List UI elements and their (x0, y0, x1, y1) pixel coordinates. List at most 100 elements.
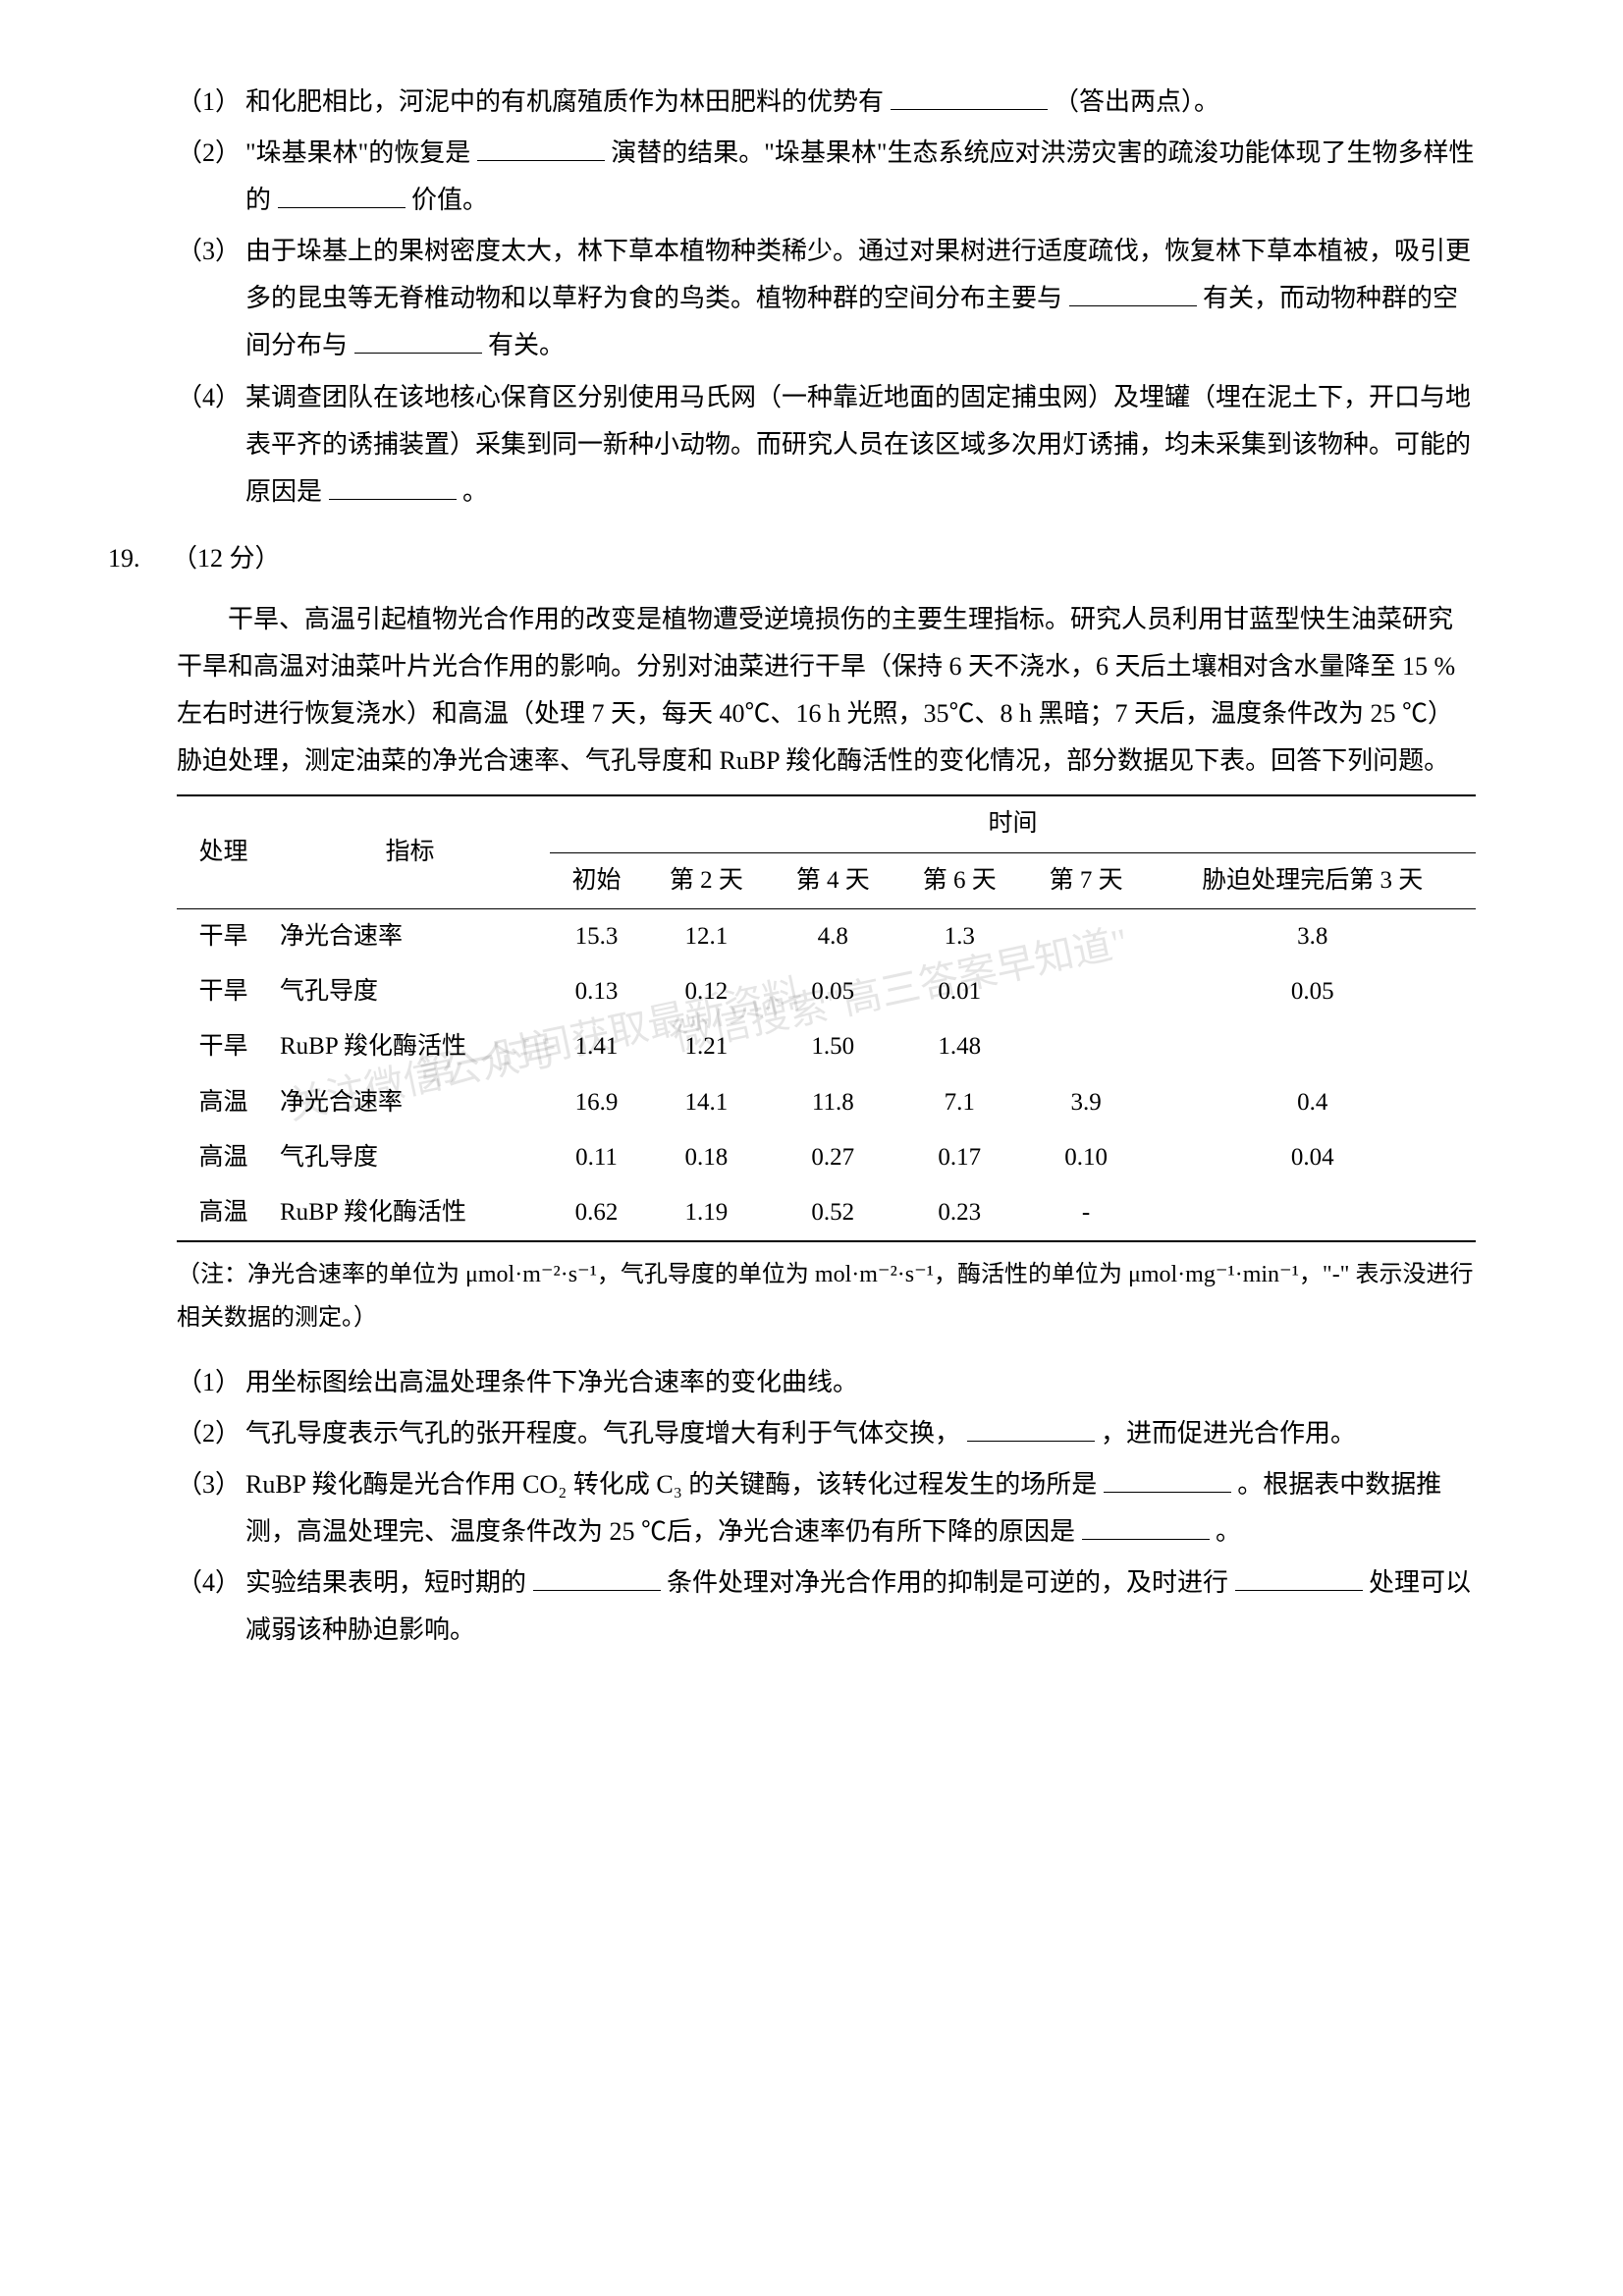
cell-value: 15.3 (550, 908, 643, 964)
cell-value: 0.17 (896, 1130, 1023, 1185)
q18-item-3: （3） 由于垛基上的果树密度太大，林下草本植物种类稀少。通过对果树进行适度疏伐，… (177, 228, 1476, 369)
th-day: 初始 (550, 852, 643, 908)
cell-value: 4.8 (770, 908, 896, 964)
cell-value: 3.8 (1150, 908, 1476, 964)
text: "垛基果林"的恢复是 (245, 138, 470, 167)
question-number: 19. (108, 535, 172, 582)
blank (1082, 1514, 1210, 1540)
cell-index: RuBP 羧化酶活性 (270, 1185, 550, 1241)
cell-value: 11.8 (770, 1075, 896, 1130)
item-body: "垛基果林"的恢复是 演替的结果。"垛基果林"生态系统应对洪涝灾害的疏浚功能体现… (245, 130, 1476, 224)
blank (278, 183, 406, 208)
cell-value: 1.50 (770, 1019, 896, 1074)
table-row: 干旱RuBP 羧化酶活性1.411.211.501.48 (177, 1019, 1476, 1074)
item-number: （3） (177, 228, 245, 369)
blank (354, 328, 482, 354)
cell-value: 16.9 (550, 1075, 643, 1130)
text: RuBP 羧化酶是光合作用 CO₂ 转化成 C₃ 的关键酶，该转化过程发生的场所… (245, 1470, 1097, 1499)
th-day: 胁迫处理完后第 3 天 (1150, 852, 1476, 908)
cell-value (1023, 964, 1150, 1019)
cell-value: 1.19 (643, 1185, 770, 1241)
cell-value: 3.9 (1023, 1075, 1150, 1130)
table-row: 高温气孔导度0.110.180.270.170.100.04 (177, 1130, 1476, 1185)
cell-index: 气孔导度 (270, 964, 550, 1019)
q18-item-4: （4） 某调查团队在该地核心保育区分别使用马氏网（一种靠近地面的固定捕虫网）及埋… (177, 374, 1476, 516)
cell-value: 0.05 (1150, 964, 1476, 1019)
cell-treatment: 高温 (177, 1075, 270, 1130)
th-day: 第 2 天 (643, 852, 770, 908)
item-body: 和化肥相比，河泥中的有机腐殖质作为林田肥料的优势有 （答出两点）。 (245, 79, 1476, 126)
cell-index: 净光合速率 (270, 1075, 550, 1130)
cell-value: 0.23 (896, 1185, 1023, 1241)
blank (967, 1416, 1095, 1442)
q19-sub-2: （2） 气孔导度表示气孔的张开程度。气孔导度增大有利于气体交换， ，进而促进光合… (177, 1410, 1476, 1457)
item-number: （4） (177, 1559, 245, 1654)
th-time: 时间 (550, 795, 1476, 852)
cell-value: 0.13 (550, 964, 643, 1019)
cell-value: 0.01 (896, 964, 1023, 1019)
item-number: （2） (177, 1410, 245, 1457)
cell-treatment: 干旱 (177, 908, 270, 964)
q19-sub-1: （1） 用坐标图绘出高温处理条件下净光合速率的变化曲线。 (177, 1359, 1476, 1406)
th-treatment: 处理 (177, 795, 270, 908)
cell-value: 0.04 (1150, 1130, 1476, 1185)
q19-subquestions: （1） 用坐标图绘出高温处理条件下净光合速率的变化曲线。 （2） 气孔导度表示气… (177, 1359, 1476, 1655)
cell-value: 1.48 (896, 1019, 1023, 1074)
cell-value: 12.1 (643, 908, 770, 964)
q18-item-1: （1） 和化肥相比，河泥中的有机腐殖质作为林田肥料的优势有 （答出两点）。 (177, 79, 1476, 126)
blank (1069, 281, 1197, 306)
th-day: 第 7 天 (1023, 852, 1150, 908)
cell-value: 0.12 (643, 964, 770, 1019)
item-number: （3） (177, 1461, 245, 1556)
cell-value: 0.18 (643, 1130, 770, 1185)
q19-sub-4: （4） 实验结果表明，短时期的 条件处理对净光合作用的抑制是可逆的，及时进行 处… (177, 1559, 1476, 1654)
th-index: 指标 (270, 795, 550, 908)
blank (1104, 1467, 1231, 1493)
cell-value: 0.27 (770, 1130, 896, 1185)
cell-value: 0.52 (770, 1185, 896, 1241)
table-row: 高温净光合速率16.914.111.87.13.90.4 (177, 1075, 1476, 1130)
cell-treatment: 干旱 (177, 964, 270, 1019)
item-number: （4） (177, 374, 245, 516)
text: （答出两点）。 (1054, 87, 1219, 116)
cell-value: 14.1 (643, 1075, 770, 1130)
cell-index: RuBP 羧化酶活性 (270, 1019, 550, 1074)
text: ，进而促进光合作用。 (1101, 1419, 1356, 1448)
page-content: （1） 和化肥相比，河泥中的有机腐殖质作为林田肥料的优势有 （答出两点）。 （2… (177, 79, 1476, 1654)
table-row: 高温RuBP 羧化酶活性0.621.190.520.23- (177, 1185, 1476, 1241)
item-number: （1） (177, 1359, 245, 1406)
cell-value: 1.41 (550, 1019, 643, 1074)
text: 气孔导度表示气孔的张开程度。气孔导度增大有利于气体交换， (245, 1419, 960, 1448)
cell-treatment: 干旱 (177, 1019, 270, 1074)
cell-value: 0.62 (550, 1185, 643, 1241)
cell-treatment: 高温 (177, 1130, 270, 1185)
text: 。 (462, 477, 488, 506)
cell-index: 气孔导度 (270, 1130, 550, 1185)
blank (477, 136, 605, 161)
th-day: 第 4 天 (770, 852, 896, 908)
q18-item-2: （2） "垛基果林"的恢复是 演替的结果。"垛基果林"生态系统应对洪涝灾害的疏浚… (177, 130, 1476, 224)
item-body: 气孔导度表示气孔的张开程度。气孔导度增大有利于气体交换， ，进而促进光合作用。 (245, 1410, 1476, 1457)
text: 实验结果表明，短时期的 (245, 1568, 526, 1597)
cell-value: 0.10 (1023, 1130, 1150, 1185)
item-number: （1） (177, 79, 245, 126)
table-row: 干旱气孔导度0.130.120.050.010.05 (177, 964, 1476, 1019)
table-row: 干旱净光合速率15.312.14.81.33.8 (177, 908, 1476, 964)
cell-value: 1.3 (896, 908, 1023, 964)
blank (891, 84, 1048, 110)
cell-value: - (1023, 1185, 1150, 1241)
cell-value: 0.4 (1150, 1075, 1476, 1130)
blank (533, 1565, 661, 1591)
cell-value: 7.1 (896, 1075, 1023, 1130)
item-body: 由于垛基上的果树密度太大，林下草本植物种类稀少。通过对果树进行适度疏伐，恢复林下… (245, 228, 1476, 369)
item-body: 用坐标图绘出高温处理条件下净光合速率的变化曲线。 (245, 1359, 1476, 1406)
text: 有关。 (488, 331, 565, 359)
question-points: （12 分） (172, 535, 281, 582)
item-body: 实验结果表明，短时期的 条件处理对净光合作用的抑制是可逆的，及时进行 处理可以减… (245, 1559, 1476, 1654)
blank (329, 474, 457, 500)
cell-value: 0.11 (550, 1130, 643, 1185)
q19-intro: 干旱、高温引起植物光合作用的改变是植物遭受逆境损伤的主要生理指标。研究人员利用甘… (177, 596, 1476, 785)
th-day: 第 6 天 (896, 852, 1023, 908)
blank (1235, 1565, 1363, 1591)
cell-value (1023, 908, 1150, 964)
